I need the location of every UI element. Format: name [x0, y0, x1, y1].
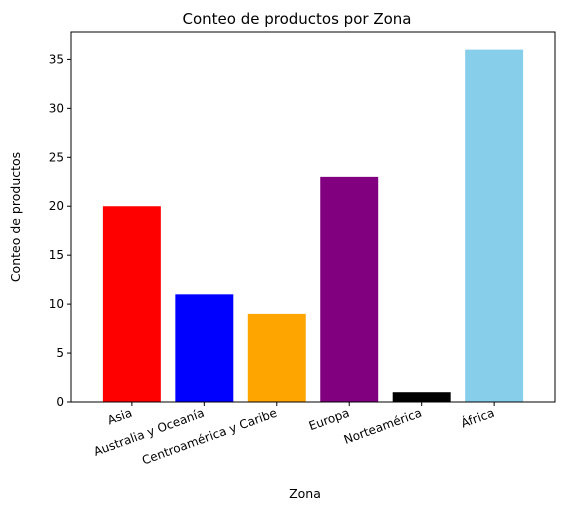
- y-axis-label: Conteo de productos: [8, 152, 23, 282]
- bar-0: [102, 206, 161, 402]
- bar-1: [175, 294, 234, 402]
- plot-frame: [70, 31, 556, 403]
- y-tick-label: 25: [49, 150, 64, 164]
- y-tick-label: 0: [56, 395, 64, 409]
- x-tick-label: Europa: [307, 406, 351, 434]
- y-tick-label: 10: [49, 297, 64, 311]
- bar-5: [465, 49, 524, 402]
- bar-3: [320, 176, 379, 402]
- chart-title: Conteo de productos por Zona: [183, 10, 412, 28]
- bars-layer: [102, 49, 524, 402]
- x-tick-label: Asia: [105, 406, 133, 428]
- y-axis: 0 5 10 15 20 25 30 35: [49, 52, 71, 409]
- y-tick-label: 15: [49, 248, 64, 262]
- x-axis-label: Zona: [289, 486, 321, 501]
- y-tick-label: 20: [49, 199, 64, 213]
- x-tick-label: Norteamérica: [342, 406, 424, 447]
- bar-2: [247, 313, 306, 402]
- y-tick-label: 5: [56, 346, 64, 360]
- x-tick-label: África: [459, 405, 496, 431]
- y-tick-label: 30: [49, 101, 64, 115]
- x-tick-label: Centroamérica y Caribe: [140, 406, 279, 468]
- y-tick-label: 35: [49, 52, 64, 66]
- bar-4: [392, 392, 451, 402]
